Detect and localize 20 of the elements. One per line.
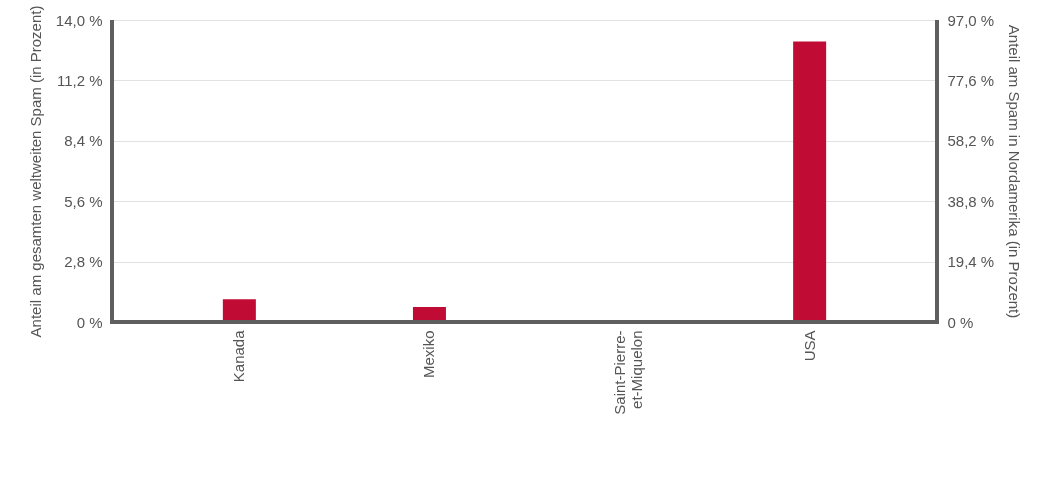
y-tick-label: 14,0 %	[55, 11, 103, 29]
y2-tick-label: 38,8 %	[947, 192, 995, 210]
x-tick-label: Mexiko	[420, 330, 438, 379]
bar	[222, 299, 256, 322]
x-tick-label: USA	[800, 330, 818, 362]
y2-tick-label: 0 %	[947, 313, 974, 331]
x-tick-label: Saint-Pierre-et-Miquelon	[610, 330, 645, 415]
y-axis-title: Anteil am gesamten weltweiten Spam (in Prozent)	[26, 5, 44, 338]
y-tick-label: 11,2 %	[56, 71, 103, 89]
y-tick-label: 5,6 %	[64, 192, 103, 210]
y2-tick-label: 19,4 %	[947, 253, 995, 271]
y2-axis-title: Anteil am Spam in Nordamerika (in Prozent)	[1006, 24, 1024, 319]
bar	[793, 41, 827, 322]
y-tick-label: 0 %	[76, 313, 103, 331]
y-tick-label: 8,4 %	[64, 132, 103, 150]
y-tick-label: 2,8 %	[64, 253, 103, 271]
x-tick-label: Kanada	[230, 329, 248, 383]
y2-tick-label: 77,6 %	[947, 71, 995, 89]
y2-tick-label: 97,0 %	[947, 11, 995, 29]
y2-tick-label: 58,2 %	[947, 132, 995, 150]
